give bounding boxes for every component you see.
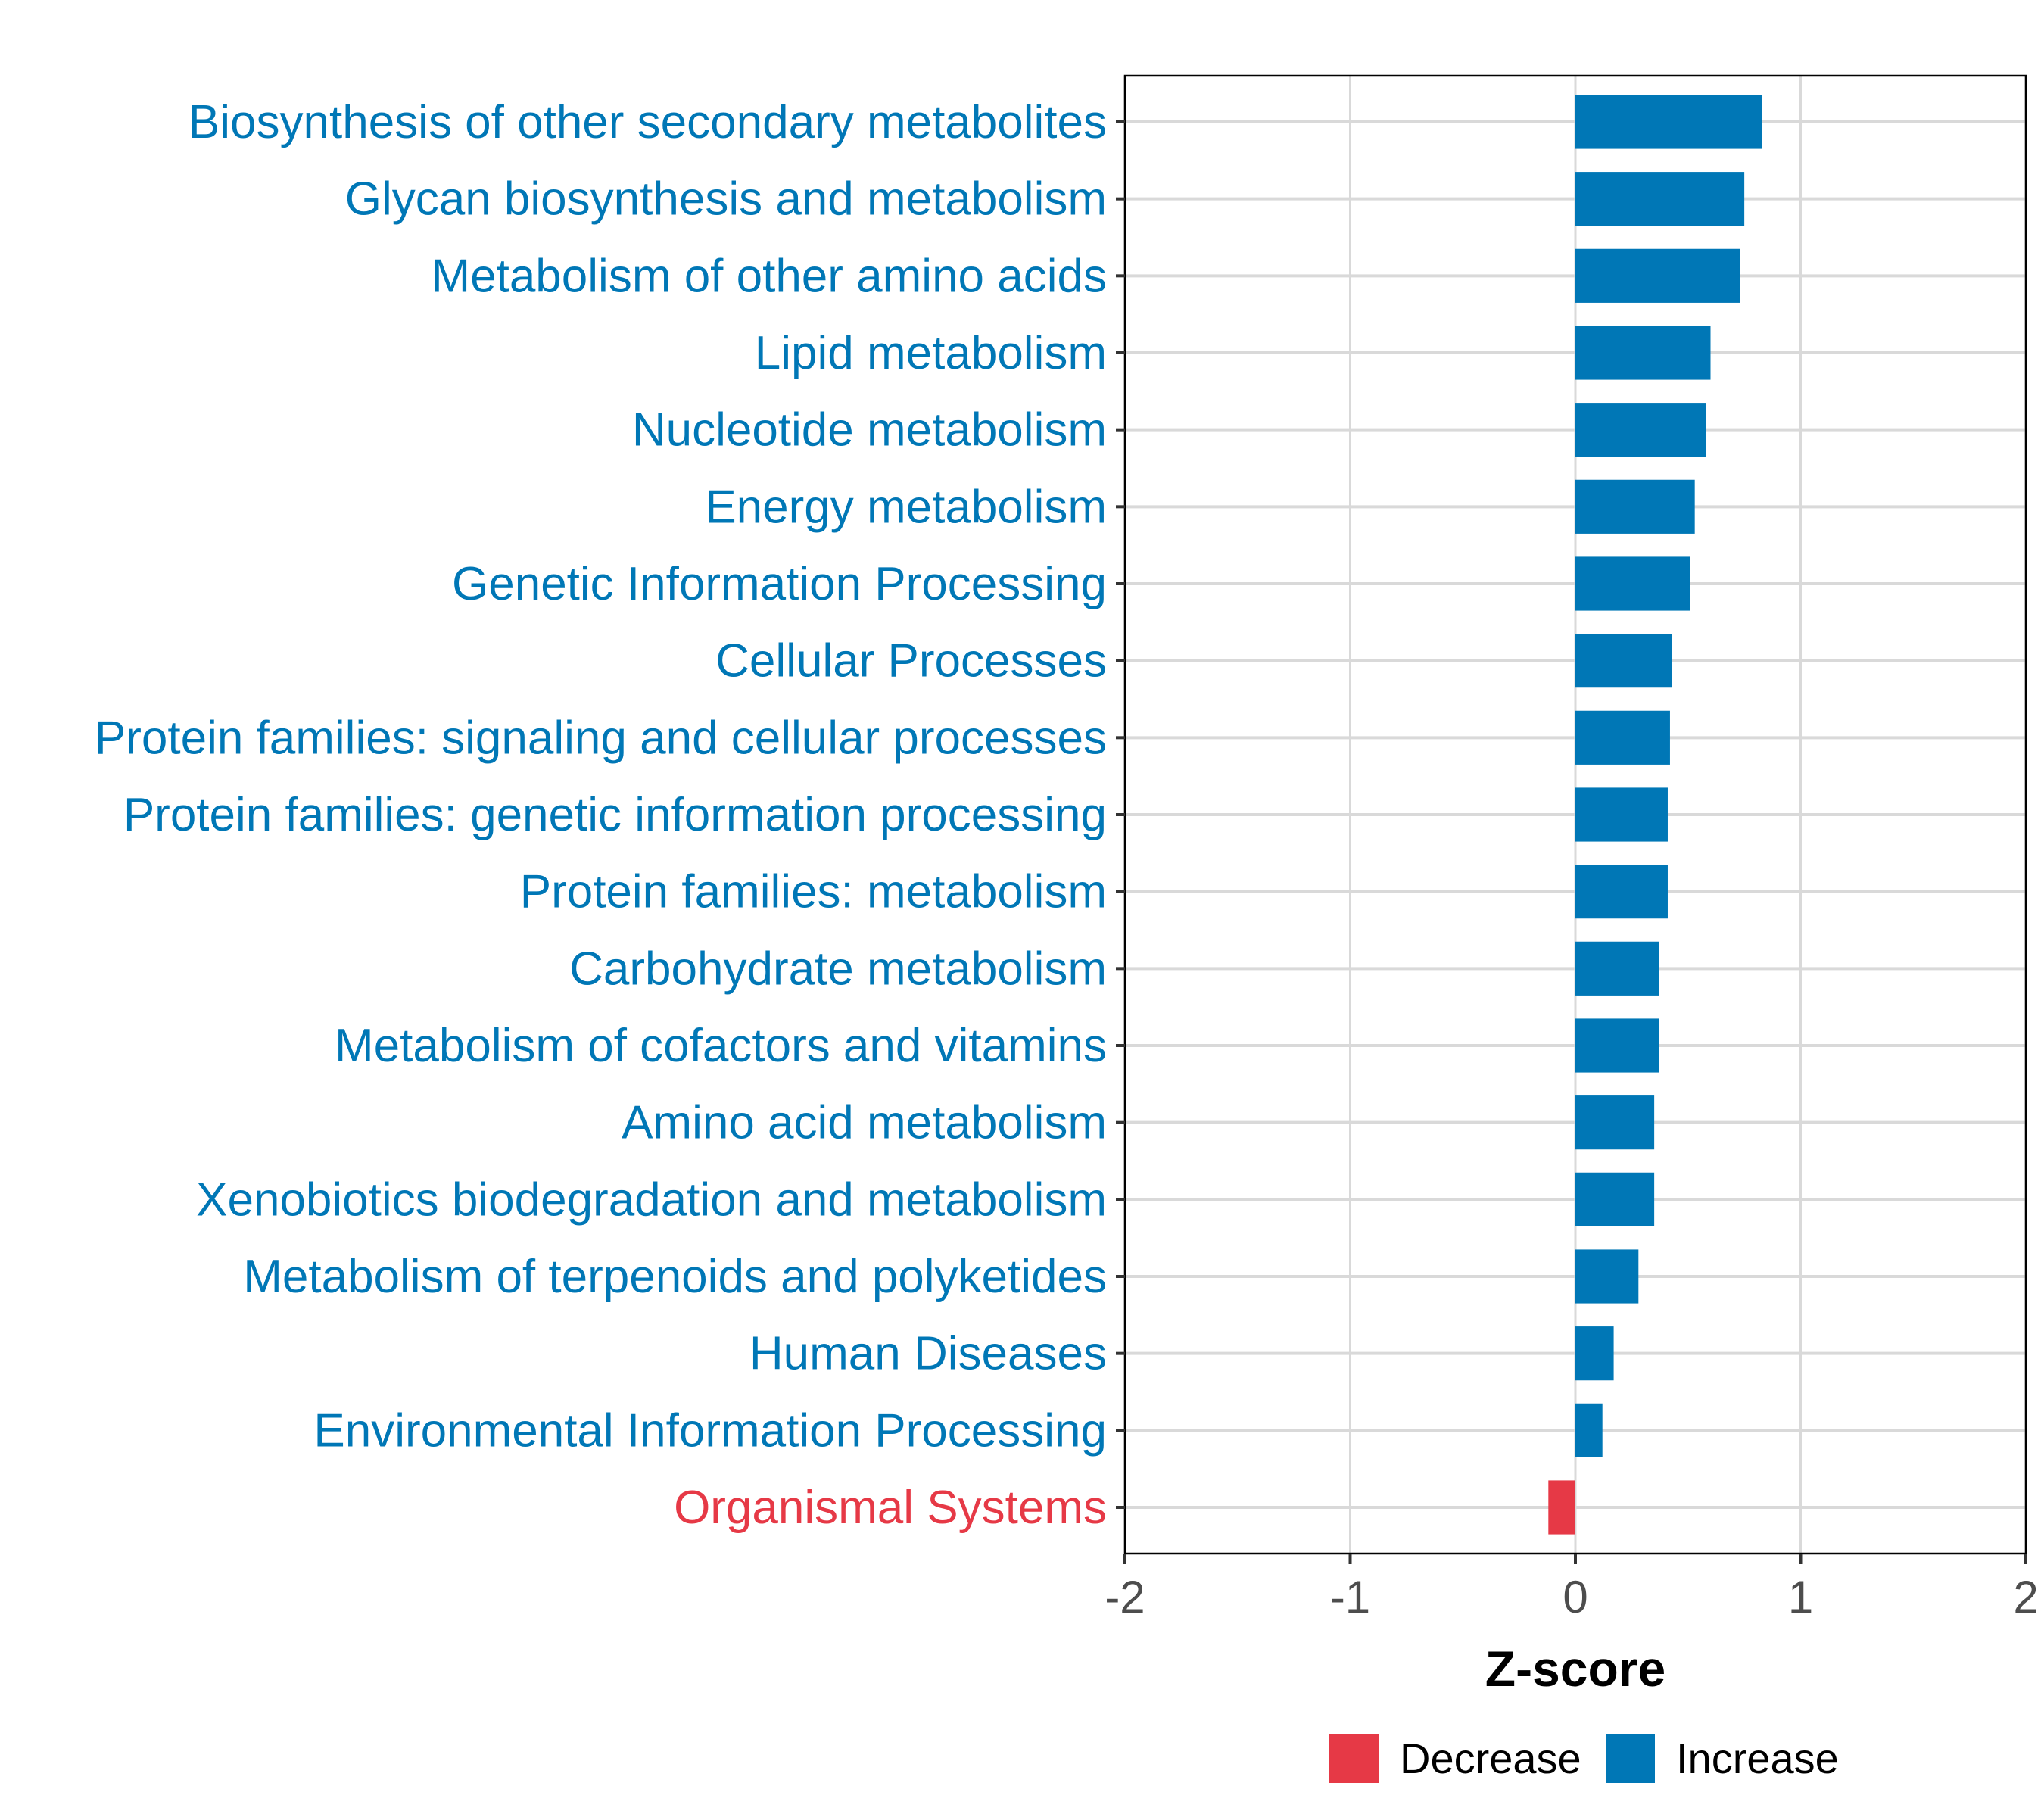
bar (1575, 865, 1668, 919)
y-tick-label: Protein families: signaling and cellular… (95, 712, 1107, 764)
y-tick-label: Metabolism of terpenoids and polyketides (243, 1251, 1107, 1303)
y-tick-label: Amino acid metabolism (622, 1097, 1107, 1149)
y-tick-label: Organismal Systems (674, 1482, 1107, 1534)
y-tick-label: Human Diseases (749, 1328, 1107, 1380)
y-tick-label: Metabolism of cofactors and vitamins (335, 1020, 1107, 1072)
bar (1548, 1480, 1575, 1535)
y-axis-labels: Biosynthesis of other secondary metaboli… (95, 96, 1125, 1534)
legend-label-increase: Increase (1676, 1734, 1839, 1782)
bar (1575, 403, 1706, 457)
y-tick-label: Lipid metabolism (755, 327, 1107, 379)
y-tick-label: Nucleotide metabolism (632, 404, 1107, 457)
bar (1575, 1095, 1655, 1150)
bars (1548, 95, 1762, 1535)
bar (1575, 95, 1762, 149)
bar (1575, 326, 1711, 380)
x-tick-label: 0 (1563, 1572, 1588, 1622)
y-tick-label: Protein families: genetic information pr… (123, 789, 1107, 841)
y-tick-label: Genetic Information Processing (452, 558, 1107, 610)
x-axis-title: Z-score (1485, 1641, 1665, 1697)
y-tick-label: Glycan biosynthesis and metabolism (345, 173, 1107, 226)
bar (1575, 1326, 1614, 1381)
legend-swatch-decrease (1329, 1734, 1379, 1783)
bar (1575, 787, 1668, 842)
y-tick-label: Xenobiotics biodegradation and metabolis… (196, 1173, 1107, 1226)
legend-swatch-increase (1606, 1734, 1655, 1783)
bar (1575, 941, 1659, 996)
y-tick-label: Metabolism of other amino acids (431, 250, 1107, 302)
y-tick-label: Environmental Information Processing (313, 1404, 1107, 1457)
x-tick-label: 2 (2013, 1572, 2038, 1622)
bar (1575, 248, 1740, 303)
bar (1575, 172, 1745, 226)
x-tick-label: 1 (1788, 1572, 1813, 1622)
y-tick-label: Protein families: metabolism (520, 866, 1107, 918)
bar (1575, 556, 1690, 611)
bar (1575, 1018, 1659, 1073)
legend-label-decrease: Decrease (1400, 1734, 1581, 1782)
y-tick-label: Biosynthesis of other secondary metaboli… (189, 96, 1107, 148)
y-tick-label: Carbohydrate metabolism (569, 943, 1107, 995)
x-axis: -2 -1 0 1 2 (1105, 1554, 2039, 1622)
bar (1575, 1249, 1639, 1304)
bar (1575, 479, 1695, 534)
y-tick-label: Energy metabolism (705, 481, 1107, 533)
bar (1575, 1403, 1603, 1457)
y-tick-label: Cellular Processes (715, 635, 1107, 687)
x-tick-label: -1 (1330, 1572, 1370, 1622)
legend: Decrease Increase (1329, 1734, 1839, 1783)
bar (1575, 634, 1672, 688)
bar (1575, 710, 1670, 765)
x-tick-label: -2 (1105, 1572, 1145, 1622)
bar (1575, 1172, 1655, 1226)
